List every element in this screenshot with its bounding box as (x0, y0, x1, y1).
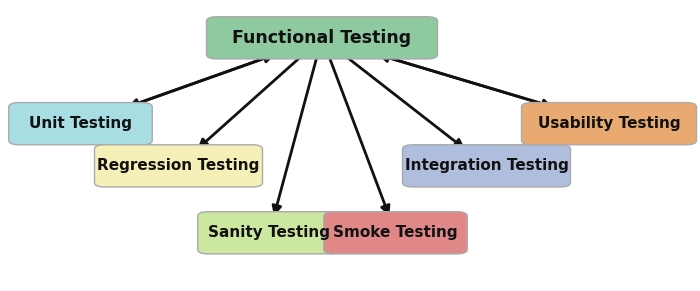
FancyBboxPatch shape (402, 145, 570, 187)
Text: Integration Testing: Integration Testing (405, 158, 568, 173)
Text: Regression Testing: Regression Testing (97, 158, 260, 173)
FancyBboxPatch shape (94, 145, 262, 187)
Text: Functional Testing: Functional Testing (232, 29, 412, 47)
Text: Usability Testing: Usability Testing (538, 116, 680, 131)
Text: Unit Testing: Unit Testing (29, 116, 132, 131)
FancyBboxPatch shape (9, 103, 153, 145)
FancyBboxPatch shape (206, 17, 438, 59)
FancyBboxPatch shape (197, 212, 341, 254)
FancyBboxPatch shape (323, 212, 467, 254)
Text: Smoke Testing: Smoke Testing (333, 225, 458, 240)
FancyBboxPatch shape (522, 103, 696, 145)
Text: Sanity Testing: Sanity Testing (209, 225, 330, 240)
